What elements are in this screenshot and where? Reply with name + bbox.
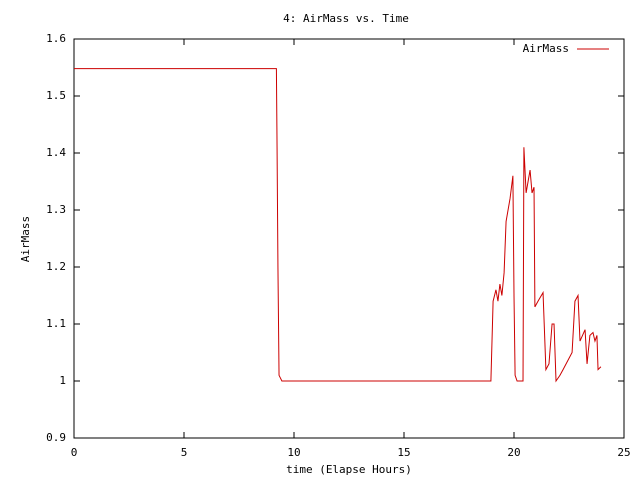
y-tick-label: 0.9 xyxy=(46,431,66,444)
x-tick-label: 15 xyxy=(397,446,410,459)
y-tick-label: 1.1 xyxy=(46,317,66,330)
y-axis-label: AirMass xyxy=(19,216,32,262)
x-axis-label: time (Elapse Hours) xyxy=(286,463,412,476)
y-tick-label: 1 xyxy=(59,374,66,387)
x-tick-label: 0 xyxy=(71,446,78,459)
chart-title: 4: AirMass vs. Time xyxy=(283,12,409,25)
x-tick-label: 10 xyxy=(287,446,300,459)
x-tick-label: 25 xyxy=(617,446,630,459)
y-tick-label: 1.3 xyxy=(46,203,66,216)
y-tick-label: 1.2 xyxy=(46,260,66,273)
y-tick-label: 1.6 xyxy=(46,32,66,45)
x-tick-label: 20 xyxy=(507,446,520,459)
legend-label: AirMass xyxy=(523,42,569,55)
x-tick-label: 5 xyxy=(181,446,188,459)
plot-border xyxy=(73,38,625,439)
y-tick-label: 1.4 xyxy=(46,146,66,159)
y-tick-label: 1.5 xyxy=(46,89,66,102)
data-line xyxy=(74,68,602,383)
